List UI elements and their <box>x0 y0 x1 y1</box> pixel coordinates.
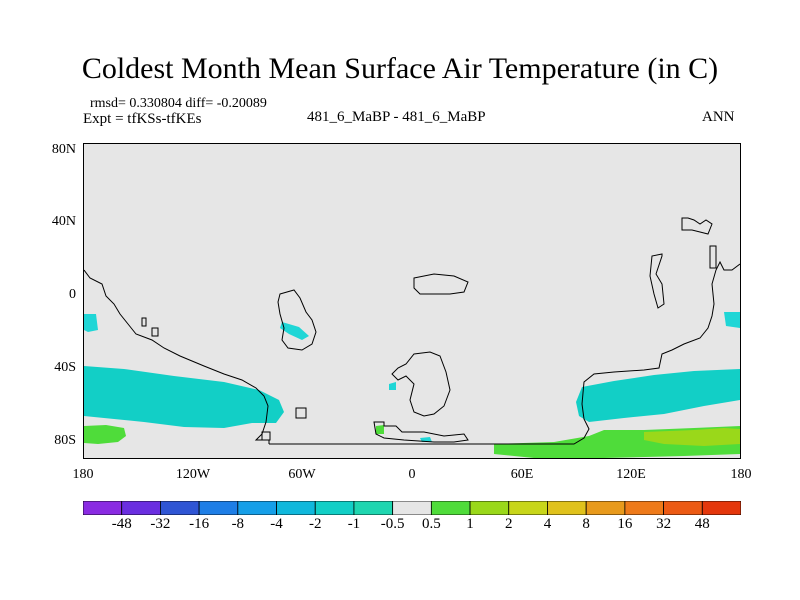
x-tick-120e: 120E <box>616 467 646 482</box>
x-tick-0: 0 <box>408 467 416 482</box>
y-tick-80s: 80S <box>54 433 76 448</box>
anomaly-region-africa <box>280 322 309 340</box>
anomaly-region-small-green <box>376 425 384 434</box>
temperature-map <box>83 217 741 458</box>
color-bar-label: 0.5 <box>421 516 441 532</box>
x-tick-180w: 180 <box>72 467 94 482</box>
color-bar-swatch <box>585 501 626 515</box>
color-bar-swatch <box>83 501 123 515</box>
x-tick-60e: 60E <box>510 467 534 482</box>
color-bar <box>83 501 741 515</box>
color-bar-label: -32 <box>150 516 171 532</box>
coastline-south-atlantic <box>373 421 469 443</box>
comparison-label: 481_6_MaBP - 481_6_MaBP <box>307 109 486 125</box>
color-bar-swatch <box>547 501 587 515</box>
experiment-label: Expt = tfKSs-tfKEs <box>83 111 202 127</box>
color-bar-swatch <box>353 501 394 515</box>
anomaly-region-antarctic-west <box>84 425 126 444</box>
coastline-east-asia <box>681 217 713 235</box>
x-tick-180e: 180 <box>730 467 752 482</box>
stats-line: rmsd= 0.330804 diff= -0.20089 <box>90 96 267 111</box>
color-bar-swatch <box>430 501 471 515</box>
color-bar-swatch <box>624 501 664 515</box>
coastline-asia-edge <box>709 245 717 269</box>
color-bar-swatch <box>237 501 277 515</box>
color-bar-label: 48 <box>694 516 710 532</box>
color-bar-label: -4 <box>270 516 283 532</box>
color-bar-label: -2 <box>308 516 322 532</box>
y-tick-40s: 40S <box>54 360 76 375</box>
anomaly-region-south-indian <box>576 369 740 422</box>
color-bar-swatch <box>663 501 703 515</box>
color-bar-label: 1 <box>466 516 474 532</box>
color-bar-swatch <box>276 501 316 515</box>
coastline-antarctica <box>269 260 741 445</box>
map-panel <box>83 143 741 459</box>
color-bar-swatch <box>314 501 355 515</box>
color-bar-label: -16 <box>189 516 210 532</box>
anomaly-region-atlantic <box>389 382 396 390</box>
coastline-tiny-island <box>261 431 271 441</box>
map-title: Coldest Month Mean Surface Air Temperatu… <box>81 52 719 85</box>
color-bar-swatch <box>469 501 510 515</box>
y-tick-0: 0 <box>69 287 76 302</box>
color-bar-label: 4 <box>543 516 552 532</box>
coastlines <box>83 217 741 445</box>
anomaly-region-south-pacific <box>84 366 284 428</box>
color-bar-swatch <box>508 501 548 515</box>
color-bar-swatch <box>121 501 161 515</box>
color-bar-swatch <box>160 501 200 515</box>
color-bar-label: 16 <box>617 516 633 532</box>
x-tick-60w: 60W <box>288 467 316 482</box>
coastline-australia <box>649 253 665 309</box>
anomaly-region-antarctic-yellow <box>644 428 740 446</box>
color-bar-label: 32 <box>656 516 672 532</box>
coastline-indonesia <box>413 273 469 295</box>
season-label: ANN <box>702 109 735 125</box>
color-bar-label: 2 <box>505 516 513 532</box>
color-bar-label: 8 <box>582 516 590 532</box>
color-bar-label: -1 <box>347 516 361 532</box>
color-bar-label: -0.5 <box>380 516 405 532</box>
anomaly-region-south-atlantic <box>420 437 432 442</box>
anomaly-region-east-pacific <box>724 312 740 328</box>
color-bar-swatch <box>701 501 741 515</box>
y-tick-80n: 80N <box>51 142 76 157</box>
x-tick-120w: 120W <box>175 467 211 482</box>
color-bar-label: -48 <box>111 516 132 532</box>
color-bar-swatch <box>198 501 239 515</box>
color-bar-swatch <box>392 501 432 515</box>
color-bar-label: -8 <box>231 516 245 532</box>
coastline-africa <box>277 289 317 351</box>
y-tick-40n: 40N <box>51 214 76 229</box>
coastline-small-islands <box>141 317 307 419</box>
coastline-south-america <box>83 269 270 444</box>
anomaly-region-west-pacific <box>84 314 98 332</box>
coastline-madagascar <box>391 351 451 417</box>
